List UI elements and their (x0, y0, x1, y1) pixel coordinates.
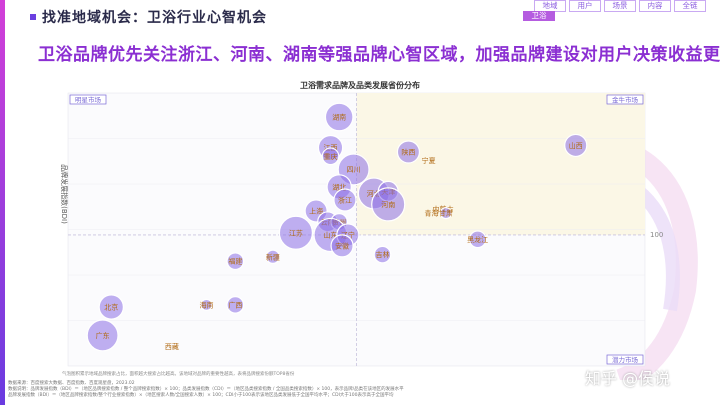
page-title: 找准地域机会：卫浴行业心智机会 (42, 10, 267, 26)
bubble (321, 147, 340, 166)
bubble-label: 河北 (367, 190, 381, 198)
bubble-label: 湖南 (332, 113, 346, 122)
quadrant-label-potential: 潜力市场 (612, 355, 639, 364)
bubble (373, 245, 392, 264)
bubble (86, 319, 119, 352)
bubble-label: 重庆 (324, 152, 338, 161)
bubble (468, 230, 487, 249)
bubble-label: 山东 (324, 230, 338, 239)
nav-tab-user[interactable]: 用户 (569, 0, 601, 12)
footnote-definition-1: 数据说明：品牌发展指数（BDI）＝（地区品牌搜索指数 / 整个品牌搜索指数）× … (8, 387, 404, 392)
quadrant-label-star: 明星市场 (75, 95, 102, 104)
chart-note: 气泡图积累示地域品牌搜索占比，面积越大搜索占比越高。该地域对品牌的重要性越高，表… (62, 372, 295, 377)
bubble-label: 福建 (228, 257, 242, 266)
bubble (200, 298, 213, 311)
nav-subtab-bath[interactable]: 卫浴 (523, 11, 555, 21)
bubble-label: 青海 (425, 209, 439, 218)
quadrant-cash-cow-bg (356, 93, 645, 235)
watermark: 知乎 @侯说 (585, 369, 671, 388)
bubble (226, 295, 245, 314)
bubble (439, 207, 453, 220)
bubble-label: 新疆 (266, 252, 280, 261)
quadrant-label-star-box (69, 94, 107, 105)
footnotes: 数据来源：百度搜索大数据、百度指数、百度观星盘，2023.02 数据说明：品牌发… (8, 381, 568, 399)
y-axis-label: 品牌发展指数(BDI) (60, 164, 69, 224)
bubble-label: 上海 (309, 206, 323, 215)
bubble (226, 252, 245, 271)
reference-tick-label: 100 (650, 231, 663, 239)
bubble-label: 辽宁 (341, 230, 355, 239)
left-accent-bar (0, 0, 5, 405)
bubble-label: 甘肃 (439, 209, 453, 218)
bubble-label: 山西 (569, 141, 583, 150)
bubble-label: 河南 (381, 200, 395, 209)
bubble (564, 133, 588, 158)
bubble-label: 西藏 (165, 342, 179, 351)
bubble-label: 湖北 (332, 182, 346, 191)
footnote-source: 数据来源：百度搜索大数据、百度指数、百度观星盘，2023.02 (8, 381, 135, 386)
quadrant-label-cash-cow: 金牛市场 (612, 95, 639, 104)
bubble-label: 北京 (104, 303, 118, 312)
bubble-label: 浙江 (338, 196, 352, 205)
bubble-label: 江苏 (289, 228, 303, 237)
bubble-label: 海南 (199, 300, 213, 309)
bubble-label: 广东 (96, 331, 110, 340)
header-bullet-icon (30, 14, 36, 20)
footnote-definition-2: 品牌发展指数（BDI）＝（地区品牌搜索指数/整个行业搜索指数）×（地区搜索人数/… (8, 393, 394, 398)
nav-tab-fullchain[interactable]: 全链 (674, 0, 706, 12)
quadrant-label-cash-cow-box (606, 94, 644, 105)
bubble (330, 234, 354, 258)
bubble (278, 215, 314, 250)
bubble (371, 187, 406, 222)
bubble-label: 黑龙江 (467, 235, 488, 244)
chart-title: 卫浴需求品牌及品类发展省份分布 (300, 81, 420, 90)
nav-tab-scene[interactable]: 场景 (604, 0, 636, 12)
bubble (98, 294, 124, 320)
bubble (333, 188, 357, 212)
bubble (324, 102, 354, 132)
headline: 卫浴品牌优先关注浙江、河南、湖南等强品牌心智区域，加强品牌建设对用户决策收益更大 (38, 45, 720, 65)
bubble-label: 陕西 (401, 147, 415, 156)
nav-tab-content[interactable]: 内容 (639, 0, 671, 12)
top-nav: 地域 用户 场景 内容 全链 (531, 0, 706, 12)
bubble (396, 140, 421, 164)
bubble-label: 四川 (347, 166, 361, 174)
bubble-label: 宁夏 (422, 156, 436, 165)
quadrant-label-potential-box (606, 354, 644, 365)
bubble-label: 广西 (228, 300, 242, 309)
bubble-label: 安徽 (335, 241, 349, 250)
bubble (265, 249, 281, 264)
bubble-label: 吉林 (375, 250, 389, 259)
